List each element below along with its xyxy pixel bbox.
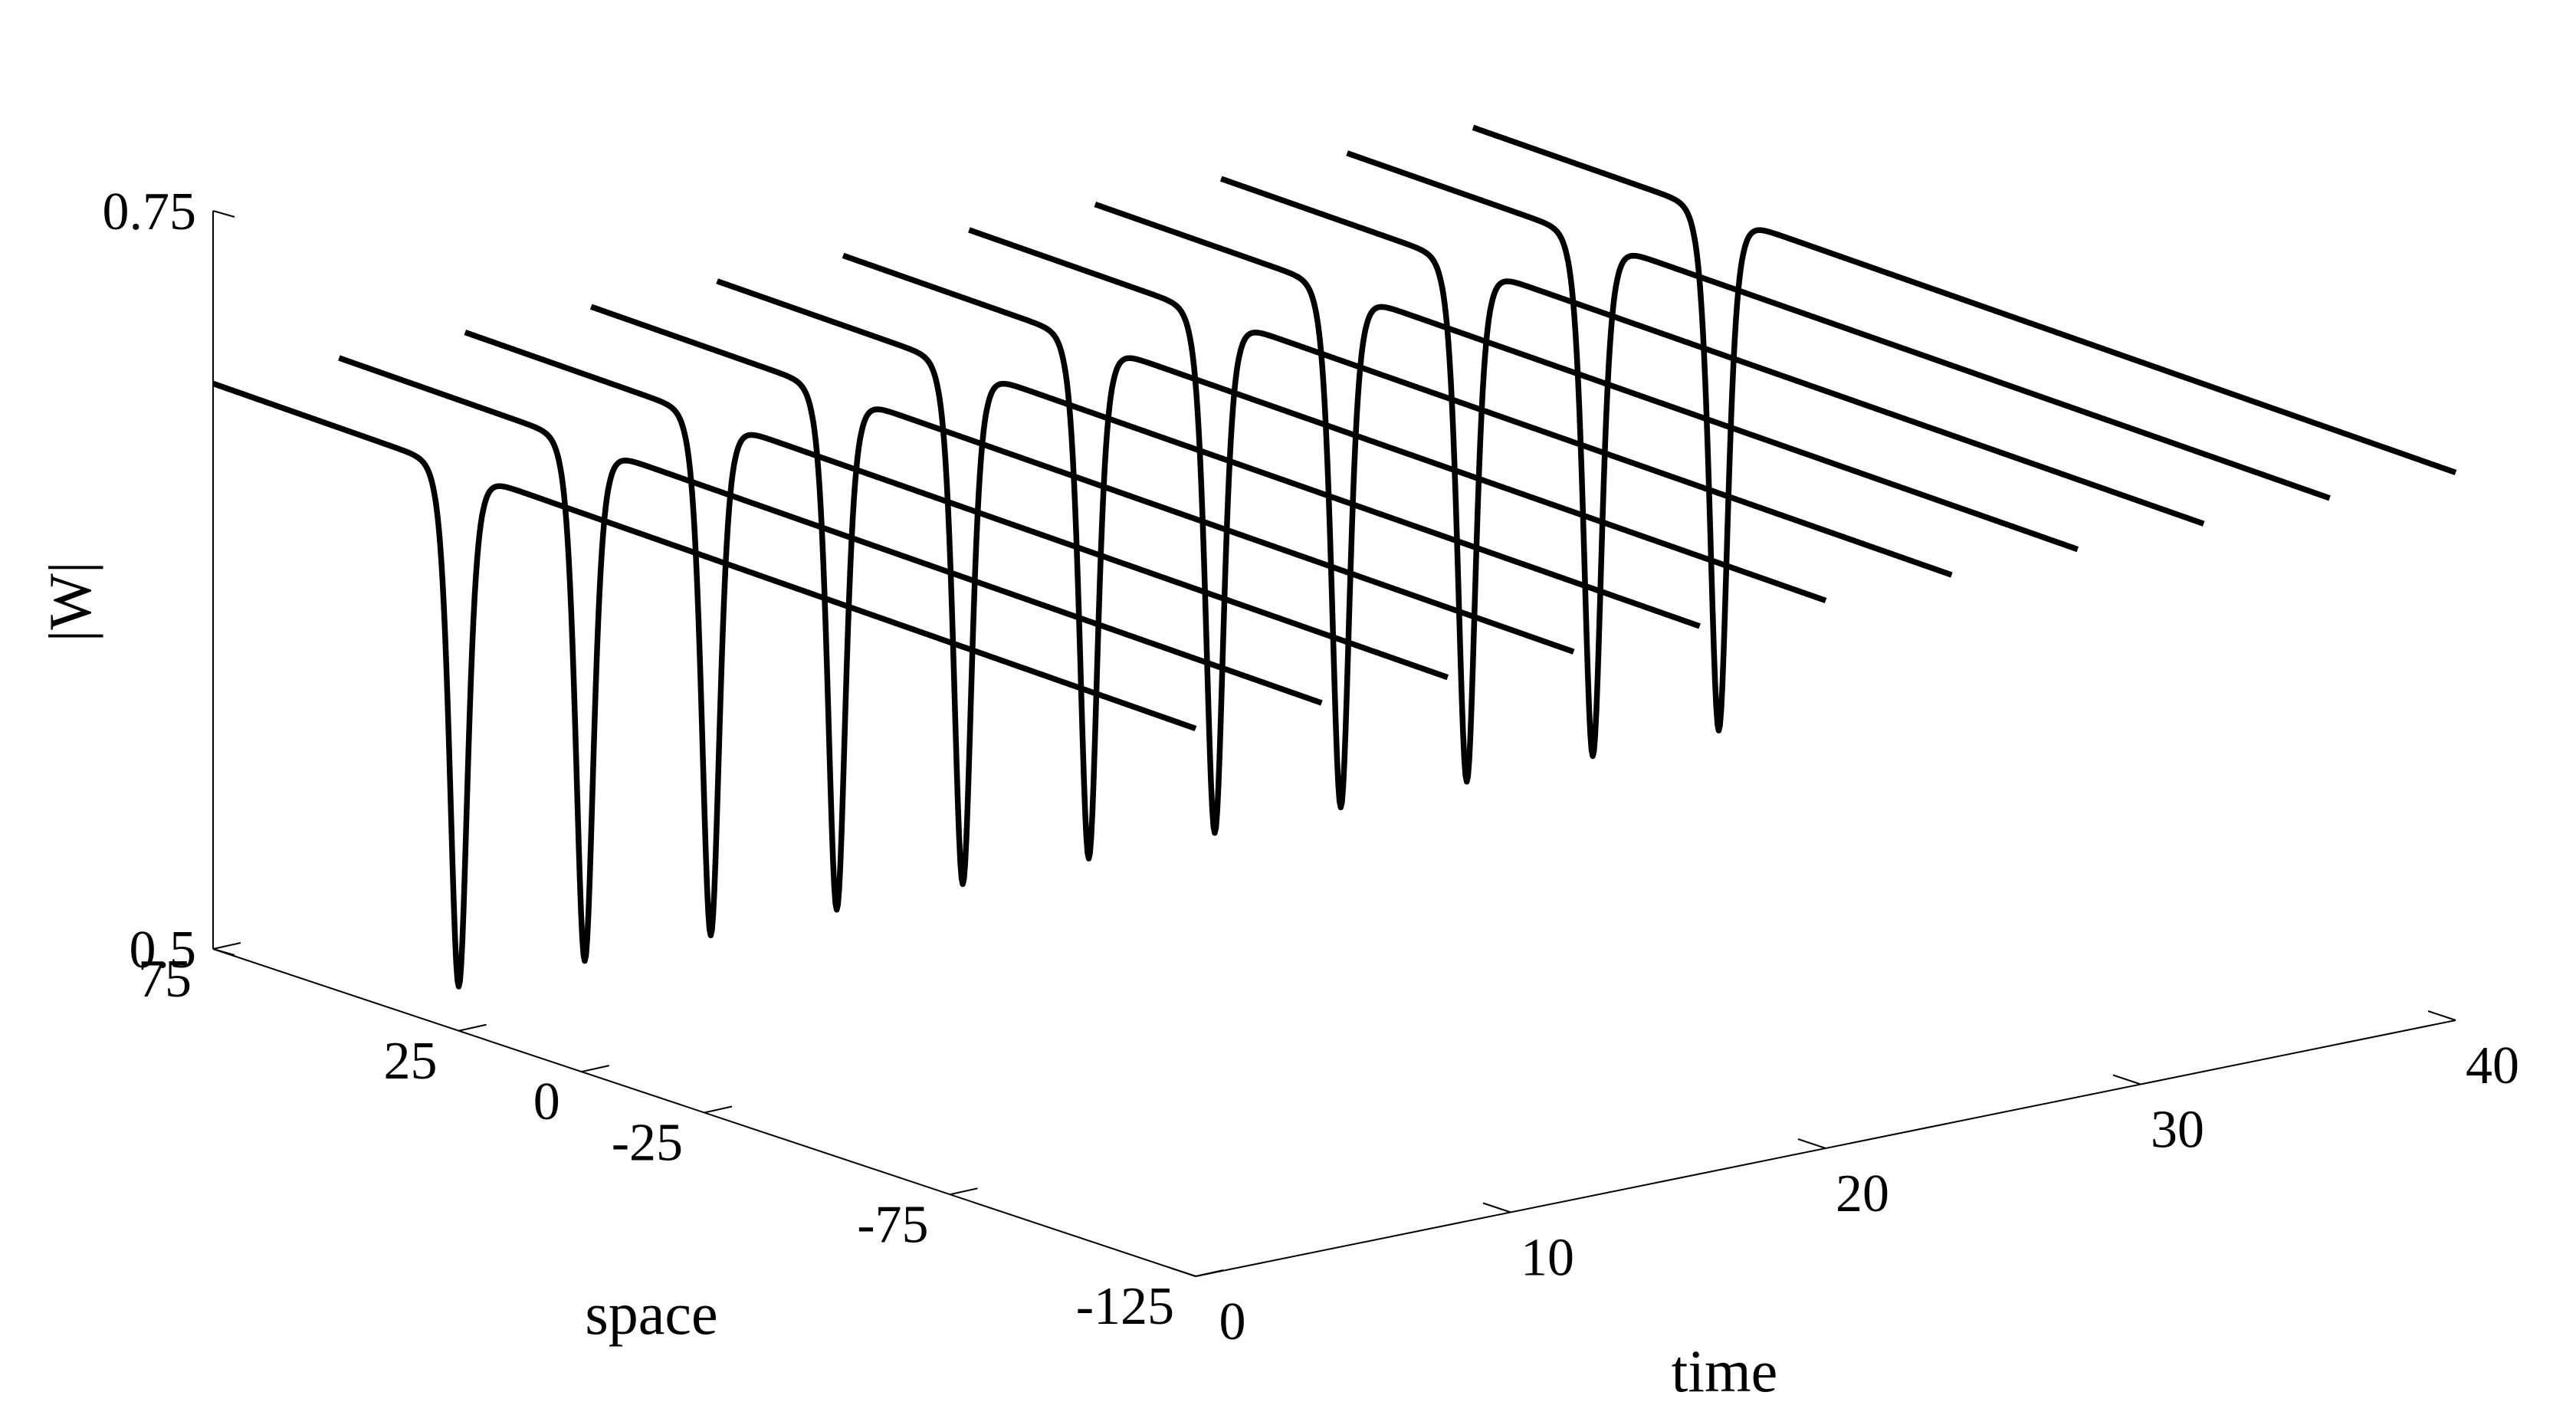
series-line xyxy=(1093,201,2079,810)
space-axis-title: space xyxy=(585,1280,717,1347)
time-tick xyxy=(1167,1266,1196,1277)
time-tick xyxy=(2427,1010,2456,1021)
space-tick xyxy=(581,1065,609,1073)
z-tick-label: 0.75 xyxy=(103,182,197,241)
space-tick xyxy=(950,1187,978,1196)
series-line xyxy=(715,278,1701,888)
space-tick-label: -25 xyxy=(612,1114,683,1173)
time-tick-label: 0 xyxy=(1219,1292,1246,1351)
series-line xyxy=(1471,124,2458,734)
z-ticks: 0.5 0.75 xyxy=(103,182,235,980)
z-tick xyxy=(212,948,235,956)
space-tick xyxy=(212,942,241,950)
time-tick-label: 10 xyxy=(1521,1229,1574,1288)
series-line xyxy=(967,227,1954,836)
time-axis-title: time xyxy=(1672,1338,1778,1404)
series-line xyxy=(211,380,1198,990)
time-tick-label: 30 xyxy=(2151,1101,2204,1160)
series-line xyxy=(589,304,1576,913)
space-tick xyxy=(1195,1269,1224,1277)
series-line xyxy=(337,355,1324,964)
time-tick xyxy=(1482,1202,1511,1213)
space-tick-label: 0 xyxy=(533,1072,560,1131)
time-tick-label: 40 xyxy=(2466,1036,2519,1095)
space-ticks: 75 25 0 -25 -75 -125 xyxy=(138,942,1224,1336)
series-group xyxy=(211,124,2458,990)
time-tick-label: 20 xyxy=(1836,1164,1889,1223)
series-line xyxy=(841,252,1828,862)
space-tick xyxy=(704,1105,733,1114)
space-tick xyxy=(458,1023,487,1032)
z-axis-title: |W| xyxy=(37,562,103,642)
time-tick xyxy=(2112,1074,2141,1085)
series-line xyxy=(1219,176,2206,785)
series-line xyxy=(1345,150,2332,760)
z-tick-label: 0.5 xyxy=(130,921,197,980)
space-tick-label: -125 xyxy=(1076,1277,1174,1336)
space-tick-label: -75 xyxy=(857,1195,928,1254)
series-line xyxy=(463,329,1449,938)
space-tick-label: 75 xyxy=(138,950,192,1009)
time-ticks: 0 10 20 30 40 xyxy=(1167,1010,2519,1351)
space-tick-label: 25 xyxy=(384,1032,438,1091)
z-tick xyxy=(212,210,235,218)
time-tick xyxy=(1797,1138,1826,1149)
